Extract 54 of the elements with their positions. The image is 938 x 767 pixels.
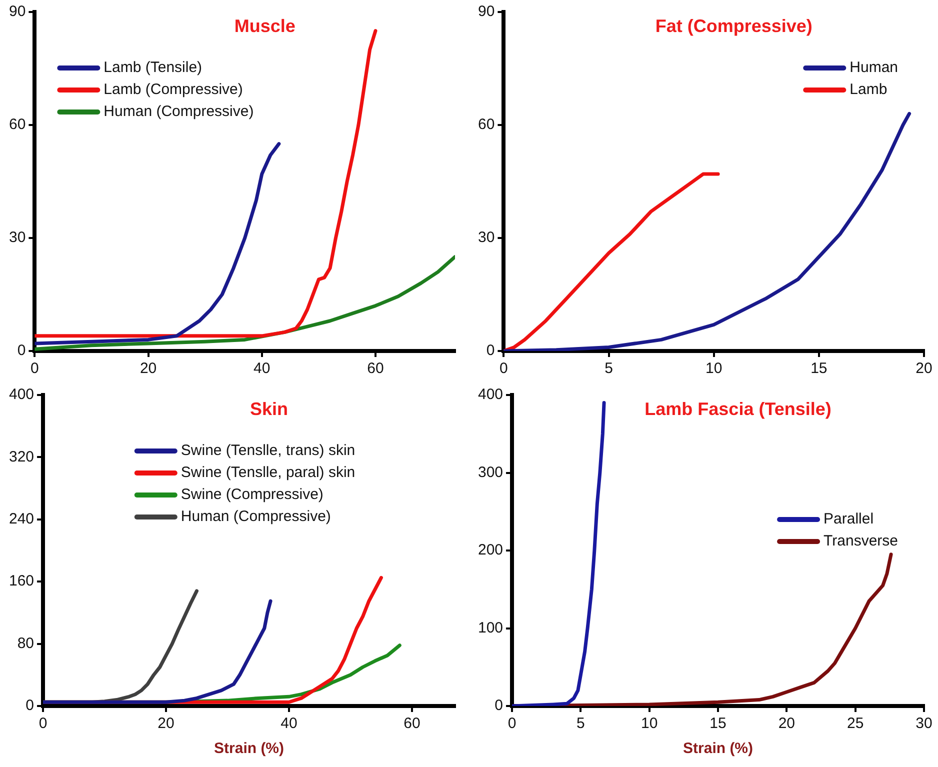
x-tick-label: 15 <box>810 360 828 378</box>
x-tick-label: 20 <box>158 715 174 732</box>
y-tick-label: 400 <box>478 386 504 404</box>
y-tick-label: 60 <box>478 116 495 134</box>
y-tick-label: 30 <box>478 229 495 246</box>
y-tick-label: 0 <box>494 697 504 714</box>
y-tick-label: 160 <box>8 572 34 590</box>
x-tick-label: 20 <box>140 360 157 378</box>
x-tick-label: 10 <box>706 360 722 378</box>
legend-label: Human (Compressive) <box>180 508 331 526</box>
x-tick-label: 20 <box>916 360 932 378</box>
x-tick-label: 5 <box>604 360 613 378</box>
y-tick-label: 30 <box>8 229 26 246</box>
x-tick-label: 60 <box>404 715 420 732</box>
x-tick-label: 10 <box>641 715 658 732</box>
y-tick-label: 0 <box>26 697 34 714</box>
y-tick-label: 90 <box>478 3 495 20</box>
legend-label: Lamb (Tensile) <box>104 59 202 76</box>
y-tick-label: 320 <box>8 448 34 466</box>
y-tick-label: 80 <box>17 634 34 652</box>
y-tick-label: 0 <box>486 342 495 360</box>
legend-label: Lamb <box>850 81 888 98</box>
x-axis-title: Strain (%) <box>683 740 754 758</box>
legend-label: Transverse <box>824 532 898 550</box>
x-tick-label: 40 <box>254 360 270 378</box>
y-tick-label: 300 <box>478 464 504 481</box>
legend-label: Swine (Tenslle, paral) skin <box>180 464 356 482</box>
legend-label: Parallel <box>824 510 874 528</box>
chart-title: Fat (Compressive) <box>655 16 812 36</box>
x-tick-label: 30 <box>916 715 932 732</box>
legend-label: Swine (Tenslle, trans) skin <box>180 442 356 460</box>
x-tick-label: 0 <box>508 715 516 732</box>
x-tick-label: 15 <box>710 715 726 732</box>
y-tick-label: 90 <box>8 3 26 20</box>
chart-title: Skin <box>250 398 288 419</box>
legend-label: Human (Compressive) <box>104 103 254 120</box>
legend-label: Lamb (Compressive) <box>104 81 243 98</box>
chart-title: Lamb Fascia (Tensile) <box>644 398 832 419</box>
x-tick-label: 0 <box>38 715 48 732</box>
y-tick-label: 60 <box>8 116 26 134</box>
x-tick-label: 20 <box>778 715 796 732</box>
y-tick-label: 240 <box>8 510 34 528</box>
y-tick-label: 0 <box>17 342 26 360</box>
legend-label: Swine (Compressive) <box>180 486 324 504</box>
x-tick-label: 40 <box>280 715 298 732</box>
legend-label: Human <box>850 59 898 76</box>
y-tick-label: 200 <box>478 542 504 559</box>
y-tick-label: 100 <box>478 619 504 636</box>
x-tick-label: 25 <box>846 715 864 732</box>
chart-title: Muscle <box>234 16 296 36</box>
x-tick-label: 60 <box>367 360 384 378</box>
x-axis-title: Strain (%) <box>214 740 284 758</box>
x-tick-label: 5 <box>576 715 585 732</box>
y-tick-label: 400 <box>8 386 34 404</box>
